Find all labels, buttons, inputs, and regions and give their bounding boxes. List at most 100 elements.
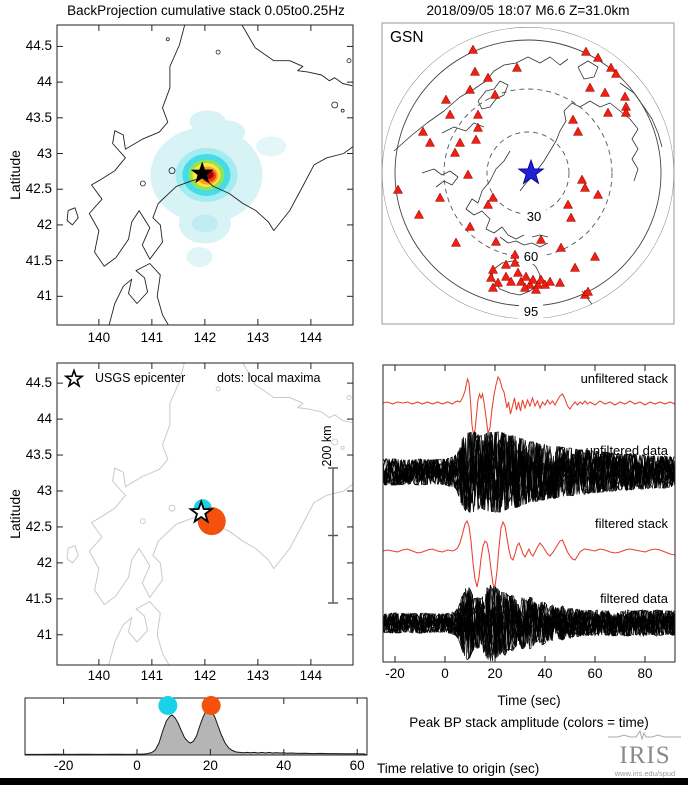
station-triangle	[482, 72, 494, 82]
station-triangle	[392, 184, 404, 194]
station-triangle	[589, 251, 601, 261]
station-triangle	[464, 221, 476, 231]
peak-time-dot	[201, 696, 221, 715]
station-triangle	[490, 236, 502, 246]
iris-logo-text: IRIS	[619, 742, 671, 769]
station-triangle	[485, 272, 497, 282]
epicenter-star-black	[190, 161, 214, 184]
waveform-xtick: 0	[441, 666, 449, 681]
station-triangle	[602, 107, 614, 117]
iris-url: www.iris.edu/spud	[614, 768, 676, 778]
stack-trace	[383, 519, 675, 589]
station-triangle	[592, 52, 604, 62]
station-triangle	[555, 242, 567, 252]
station-triangle	[467, 44, 479, 54]
station-triangle	[527, 274, 539, 284]
usgs-epicenter-star	[188, 498, 215, 524]
station-triangle	[530, 284, 542, 294]
station-triangle	[554, 277, 566, 287]
map-mid-ytick: 42	[36, 554, 52, 570]
waveform-xtick: 40	[537, 666, 553, 681]
station-triangle	[579, 182, 591, 192]
bp-xtick: 20	[202, 758, 218, 773]
station-triangle	[469, 66, 481, 76]
station-triangle	[509, 257, 521, 267]
map-mid-xtick: 140	[87, 668, 111, 683]
data-trace	[383, 431, 675, 511]
station-triangle	[512, 267, 524, 277]
map-mid-xtick: 142	[193, 668, 217, 683]
trace-label-filtered-stack: filtered stack	[595, 516, 668, 531]
station-triangle	[434, 192, 446, 202]
station-triangle	[511, 62, 523, 72]
station-triangle	[487, 282, 499, 292]
scale-bar	[328, 467, 338, 604]
map-backprojection	[66, 25, 353, 325]
peak-time-dot	[158, 696, 178, 715]
map-top-xtick: 142	[193, 330, 217, 345]
map-mid-ytick: 42.5	[25, 518, 52, 534]
station-triangle	[487, 192, 499, 202]
map-mid-ytick: 43.5	[25, 447, 52, 463]
station-triangle	[454, 137, 466, 147]
station-triangle	[535, 274, 547, 284]
ylabel-latitude-mid: Latitude	[7, 489, 23, 539]
figure-title-right: 2018/09/05 18:07 M6.6 Z=31.0km	[426, 3, 630, 18]
map-top-ytick: 42.5	[25, 181, 52, 197]
trace-label-unfiltered-stack: unfiltered stack	[580, 371, 668, 386]
station-triangle	[472, 122, 484, 132]
map-mid-ytick: 44.5	[25, 375, 52, 391]
map-top-ytick: 44	[36, 74, 52, 90]
ring-label-60: 60	[519, 249, 543, 264]
ring-label-95: 95	[519, 304, 543, 319]
station-triangle	[569, 262, 581, 272]
station-triangle	[535, 234, 547, 244]
trace-label-unfiltered-data: unfiltered data	[585, 443, 668, 458]
data-trace	[383, 590, 675, 659]
station-triangle	[580, 46, 592, 56]
station-triangle	[565, 212, 577, 222]
waveform-xtick: 20	[487, 666, 503, 681]
station-triangle	[620, 107, 632, 117]
map-mid-ytick: 41.5	[25, 590, 52, 606]
bp-xtick: 40	[276, 758, 292, 773]
station-triangle	[582, 286, 594, 296]
station-triangle	[413, 209, 425, 219]
map-top-ytick: 43.5	[25, 109, 52, 125]
stack-trace	[383, 375, 675, 436]
station-triangle	[424, 137, 436, 147]
map-top-ytick: 42	[36, 216, 52, 232]
station-triangle	[470, 134, 482, 144]
map-top-ytick: 41	[36, 288, 52, 304]
bp-xtick: 60	[349, 758, 365, 773]
map-mid-xtick: 144	[299, 668, 323, 683]
legend-star-icon	[63, 368, 85, 388]
waveform-xtick: 60	[587, 666, 603, 681]
data-trace	[383, 432, 675, 513]
map-mid-ytick: 44	[36, 411, 52, 427]
station-triangle	[567, 114, 579, 124]
map-top-xtick: 140	[87, 330, 111, 345]
station-globe	[382, 27, 674, 319]
map-top-xtick: 141	[140, 330, 164, 345]
map-top-ytick: 43	[36, 145, 52, 161]
station-triangle	[524, 279, 536, 289]
station-triangle	[572, 126, 584, 136]
map-local-maxima	[66, 363, 353, 665]
globe-network-label: GSN	[390, 29, 424, 46]
waveform-xtick: 80	[637, 666, 653, 681]
data-trace	[383, 593, 675, 657]
map-top-ytick: 44.5	[25, 38, 52, 54]
station-triangle	[592, 189, 604, 199]
station-triangle	[576, 174, 588, 184]
station-triangle	[584, 82, 596, 92]
station-triangle	[444, 109, 456, 119]
bp-xtick: 0	[133, 758, 141, 773]
station-triangle	[500, 271, 512, 281]
event-star-blue	[517, 158, 545, 185]
station-triangle	[520, 271, 532, 281]
bp-curve-xlabel: Time relative to origin (sec)	[377, 761, 540, 776]
waveform-xtick: -20	[385, 666, 405, 681]
